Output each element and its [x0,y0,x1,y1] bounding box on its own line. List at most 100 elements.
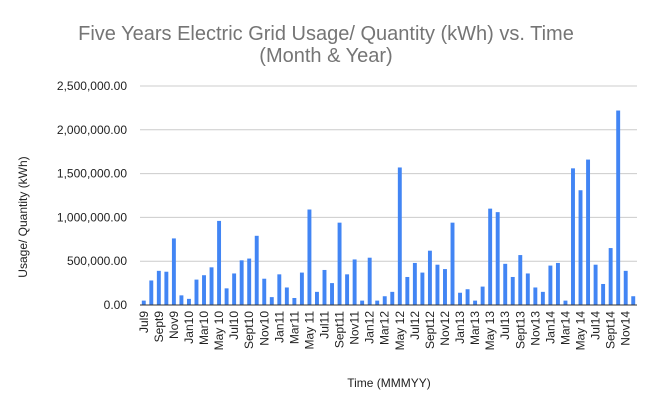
x-tick-label: Mar11 [287,311,301,344]
x-tick-label: Mar13 [468,311,482,345]
bar: Jan10: 70,000 [186,298,191,305]
x-tick-label: Nov13 [528,311,542,346]
bar: Sept12: 620,000 [427,250,432,305]
bar: Oct12: 460,000 [435,264,440,305]
bar: Aug14: 240,000 [601,283,606,305]
bar: Aug11: 250,000 [330,283,334,305]
x-axis-ticks: Jul9 Sept9 Nov9 Jan10 Mar10 May 10 Jul10 Sept10… [137,311,633,351]
bar: May 11: 1,090,000 [307,209,312,305]
bar: May 10: 960,000 [217,220,222,305]
bar: Jun13: 1,060,000 [495,212,500,305]
chart-title-line-1: Five Years Electric Grid Usage/ Quantity… [78,23,574,45]
x-tick-label: Nov11 [348,311,362,345]
x-tick-label: May 10 [212,311,226,351]
bar: Oct14: 2,220,000 [616,110,621,305]
bar: Nov13: 200,000 [533,287,538,305]
bar: Sept11: 940,000 [337,222,342,305]
x-tick-label: Jul14 [589,311,603,340]
x-tick-label: Nov9 [167,311,181,339]
bar: Aug9: 280,000 [149,280,154,305]
bar: Mar14: 50,000 [563,300,568,305]
bar: Feb13: 180,000 [465,289,470,305]
bar: Feb14: 480,000 [555,262,560,305]
bar: Nov11: 520,000 [352,259,357,305]
x-tick-label: Sept14 [604,311,618,349]
bar: May 13: 1,100,000 [488,208,493,305]
bar: Nov9: 760,000 [171,238,176,305]
bar: Apr13: 210,000 [480,286,485,305]
x-tick-label: Jan11 [272,311,286,343]
bar: Sept10: 530,000 [247,258,252,305]
bar: Aug10: 510,000 [239,260,244,305]
bar: Nov14: 390,000 [623,270,628,305]
bar: Dec9: 110,000 [179,295,184,305]
y-tick-label: 1,500,000.00 [57,167,127,181]
bar: Feb12: 50,000 [375,300,380,305]
x-tick-label: May 11 [302,311,316,350]
y-tick-label: 0.00 [104,298,128,312]
bar: Mar13: 50,000 [473,300,478,305]
x-tick-label: Jan14 [543,311,557,344]
bar: Nov10: 300,000 [262,278,267,305]
x-tick-label: May 14 [574,311,588,351]
y-tick-label: 2,500,000.00 [57,79,127,93]
bar: Mar10: 340,000 [202,275,206,305]
bar: Oct11: 350,000 [345,274,350,305]
bar: Jan14: 450,000 [548,265,553,305]
bar: Jul9: 50,000 [141,300,146,305]
y-axis-ticks: 0.00 500,000.00 1,000,000.00 1,500,000.00 2,… [57,79,127,312]
bar: Dec12: 940,000 [450,222,455,305]
bar: Jul11: 400,000 [322,269,327,305]
x-tick-label: Jul10 [227,311,241,340]
x-tick-label: May 13 [483,311,497,351]
bar: Jul12: 480,000 [412,262,417,305]
bar: Dec13: 150,000 [540,291,545,305]
y-tick-label: 500,000.00 [67,254,127,268]
bar: Apr14: 1,560,000 [571,168,575,305]
bar: Sept13: 570,000 [518,255,523,305]
bar: Apr11: 370,000 [299,272,304,305]
bar: Jun12: 320,000 [405,276,410,305]
x-tick-label: Nov10 [257,311,271,346]
bar: Apr10: 430,000 [209,267,214,305]
bar: Aug12: 370,000 [420,272,425,305]
x-tick-label: Sept10 [242,311,256,349]
chart-title-line-2: (Month & Year) [259,45,392,67]
bar: Jan11: 350,000 [277,274,282,305]
bar: Dec11: 50,000 [360,300,365,305]
x-tick-label: Sept12 [423,311,437,349]
bar: Jan12: 540,000 [367,257,372,305]
bar: Dec14: 100,000 [631,296,636,305]
x-tick-label: May 12 [393,311,407,351]
bar: Feb11: 200,000 [284,287,289,305]
y-tick-label: 2,000,000.00 [57,123,127,137]
bar: May 12: 1,570,000 [397,167,402,305]
bar: Jul14: 460,000 [593,264,598,305]
x-tick-label: Mar10 [197,311,211,345]
bar: Nov12: 410,000 [443,269,447,305]
x-tick-label: Jan12 [363,311,377,344]
bar: Jul13: 470,000 [503,263,508,305]
bar: Jun10: 190,000 [224,288,229,305]
bar: May 14: 1,310,000 [578,190,583,305]
gridlines [140,85,637,262]
bar: Mar12: 100,000 [382,296,387,305]
x-axis-title: Time (MMMYY) [347,376,431,390]
bar: Oct9: 380,000 [164,271,169,305]
x-tick-label: Jul9 [137,311,151,333]
bar: Feb10: 290,000 [194,279,199,305]
x-tick-label: Mar12 [378,311,392,345]
bar: Aug13: 320,000 [510,276,515,305]
x-tick-label: Jan10 [182,311,196,344]
bars: Jul9: 50,000Aug9: 280,000Sept9: 390,000O… [141,110,636,305]
bar: Oct10: 790,000 [254,235,259,305]
x-tick-label: Jul11 [317,311,331,339]
x-tick-label: Sept13 [513,311,527,349]
x-tick-label: Nov12 [438,311,452,346]
bar: Dec10: 90,000 [269,297,274,305]
bar: Apr12: 150,000 [390,291,395,305]
x-tick-label: Jul12 [408,311,422,340]
